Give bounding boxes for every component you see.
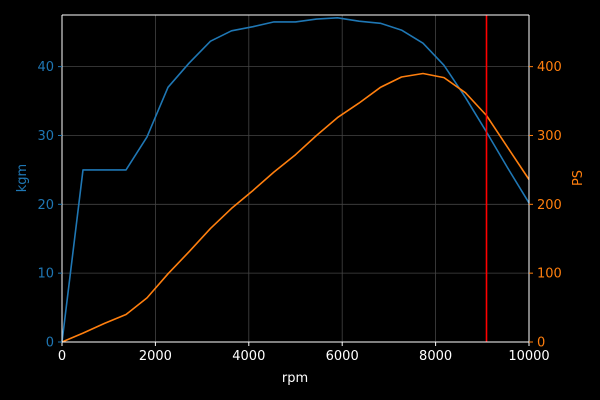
- grid-lines: [62, 15, 529, 342]
- series-lines: [61, 15, 530, 343]
- y-axis-left-label: kgm: [15, 164, 30, 192]
- y-left-tick-label: 40: [37, 60, 54, 75]
- x-tick-label: 8000: [419, 349, 452, 364]
- x-axis-label: rpm: [282, 371, 308, 386]
- x-tick-label: 10000: [508, 349, 549, 364]
- y-right-tick-label: 100: [537, 267, 562, 282]
- power-series-line: [61, 72, 530, 343]
- y-left-tick-label: 20: [37, 198, 54, 213]
- tick-marks: 0 2000 4000 6000 8000 10000010203040010020030…: [37, 60, 561, 364]
- torque-series-line: [61, 16, 530, 343]
- y-left-tick-label: 30: [37, 129, 54, 144]
- y-right-tick-label: 200: [537, 198, 562, 213]
- y-left-tick-label: 10: [37, 267, 54, 282]
- x-tick-label: 6000: [326, 349, 359, 364]
- axes: [61, 14, 530, 343]
- y-right-tick-label: 400: [537, 60, 562, 75]
- y-left-tick-label: 0: [46, 336, 54, 351]
- x-tick-label: 2000: [139, 349, 172, 364]
- y-right-tick-label: 300: [537, 129, 562, 144]
- y-right-tick-label: 0: [537, 336, 545, 351]
- x-tick-label: 4000: [232, 349, 265, 364]
- x-tick-label: 0: [58, 349, 66, 364]
- y-axis-right-label: PS: [571, 170, 586, 186]
